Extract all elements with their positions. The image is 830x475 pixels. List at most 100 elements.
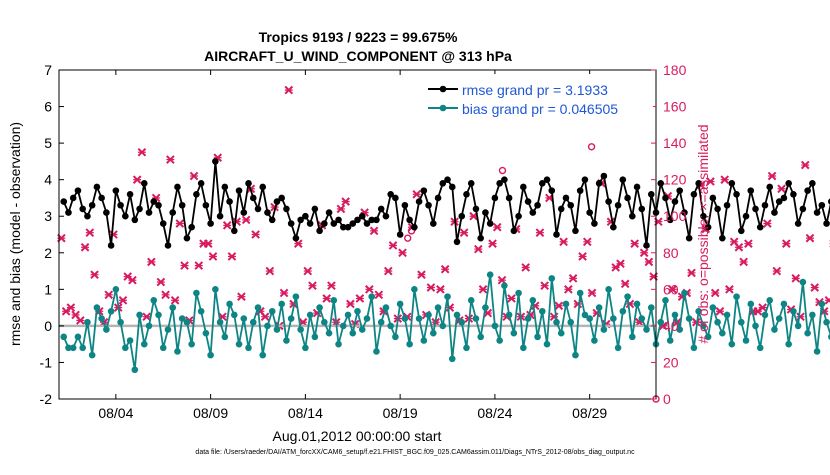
- bias-point: [454, 312, 461, 319]
- bias-point: [624, 293, 631, 300]
- obs-assimilated-marker: [768, 172, 776, 179]
- bias-point: [733, 293, 740, 300]
- bias-point: [217, 319, 224, 326]
- rmse-point: [411, 224, 418, 231]
- bias-point: [747, 301, 754, 308]
- bias-point: [634, 301, 641, 308]
- rmse-point: [582, 176, 589, 183]
- bias-point: [226, 301, 233, 308]
- rmse-point: [174, 184, 181, 191]
- obs-assimilated-marker: [759, 304, 767, 311]
- rmse-point: [269, 217, 276, 224]
- bias-point: [525, 315, 532, 322]
- rmse-point: [198, 180, 205, 187]
- bias-point: [743, 337, 750, 344]
- obs-assimilated-marker: [825, 297, 830, 304]
- bias-point: [439, 323, 446, 330]
- rmse-point: [293, 235, 300, 242]
- rmse-point: [487, 220, 494, 227]
- rmse-point: [482, 209, 489, 216]
- bias-point: [620, 308, 627, 315]
- rmse-point: [283, 206, 290, 213]
- rmse-point: [454, 239, 461, 246]
- bias-point: [245, 345, 252, 352]
- bias-point: [563, 301, 570, 308]
- bias-point: [108, 308, 115, 315]
- bias-point: [136, 312, 143, 319]
- rmse-point: [226, 198, 233, 205]
- rmse-point: [155, 202, 162, 209]
- bias-point: [686, 315, 693, 322]
- y-tick-label-left: 2: [44, 245, 52, 261]
- rmse-point: [620, 176, 627, 183]
- bias-point: [449, 355, 456, 362]
- bias-point: [103, 326, 110, 333]
- rmse-point: [501, 176, 508, 183]
- chart-title-line1: Tropics 9193 / 9223 = 99.675%: [259, 29, 458, 45]
- bias-point: [819, 301, 826, 308]
- rmse-point: [188, 224, 195, 231]
- bias-point: [79, 345, 86, 352]
- rmse-point: [117, 202, 124, 209]
- rmse-point: [108, 242, 115, 249]
- y-tick-label-right: 140: [663, 135, 687, 151]
- bias-point: [800, 279, 807, 286]
- obs-assimilated-marker: [740, 258, 748, 265]
- bias-point: [790, 308, 797, 315]
- rmse-point: [421, 187, 428, 194]
- bias-point: [146, 323, 153, 330]
- rmse-point: [312, 206, 319, 213]
- bias-point: [231, 312, 238, 319]
- rmse-point: [714, 206, 721, 213]
- rmse-point: [449, 184, 456, 191]
- bias-point: [75, 334, 82, 341]
- rmse-point: [406, 217, 413, 224]
- bias-point: [321, 319, 328, 326]
- rmse-point: [146, 209, 153, 216]
- rmse-point: [468, 180, 475, 187]
- rmse-point: [378, 206, 385, 213]
- obs-assimilated-marker: [778, 185, 786, 192]
- bias-point: [368, 293, 375, 300]
- bias-point: [373, 348, 380, 355]
- rmse-point: [492, 195, 499, 202]
- x-tick-label: 08/24: [477, 405, 512, 421]
- rmse-point: [785, 180, 792, 187]
- bias-point: [515, 290, 522, 297]
- x-tick-label: 08/14: [288, 405, 323, 421]
- bias-point: [776, 315, 783, 322]
- rmse-point: [222, 184, 229, 191]
- rmse-point: [795, 220, 802, 227]
- bias-point: [506, 312, 513, 319]
- bias-point: [354, 308, 361, 315]
- bias-point: [383, 304, 390, 311]
- rmse-point: [89, 202, 96, 209]
- bias-point: [729, 341, 736, 348]
- rmse-point: [729, 180, 736, 187]
- rmse-point: [463, 191, 470, 198]
- bias-point: [193, 290, 200, 297]
- bias-point: [430, 330, 437, 337]
- legend-rmse-marker: [440, 86, 447, 93]
- rmse-point: [397, 231, 404, 238]
- rmse-point: [240, 209, 247, 216]
- bias-point: [127, 337, 134, 344]
- rmse-point: [567, 202, 574, 209]
- bias-point: [496, 337, 503, 344]
- bias-point: [468, 297, 475, 304]
- bias-point: [236, 341, 243, 348]
- bias-point: [520, 345, 527, 352]
- bias-point: [155, 312, 162, 319]
- rmse-point: [634, 184, 641, 191]
- rmse-point: [179, 202, 186, 209]
- obs-assimilated-marker: [782, 240, 790, 247]
- rmse-point: [392, 195, 399, 202]
- rmse-point: [184, 235, 191, 242]
- bias-point: [458, 319, 465, 326]
- bias-point: [207, 352, 214, 359]
- obs-assimilated-marker: [792, 275, 800, 282]
- rmse-point: [544, 176, 551, 183]
- bias-point: [781, 301, 788, 308]
